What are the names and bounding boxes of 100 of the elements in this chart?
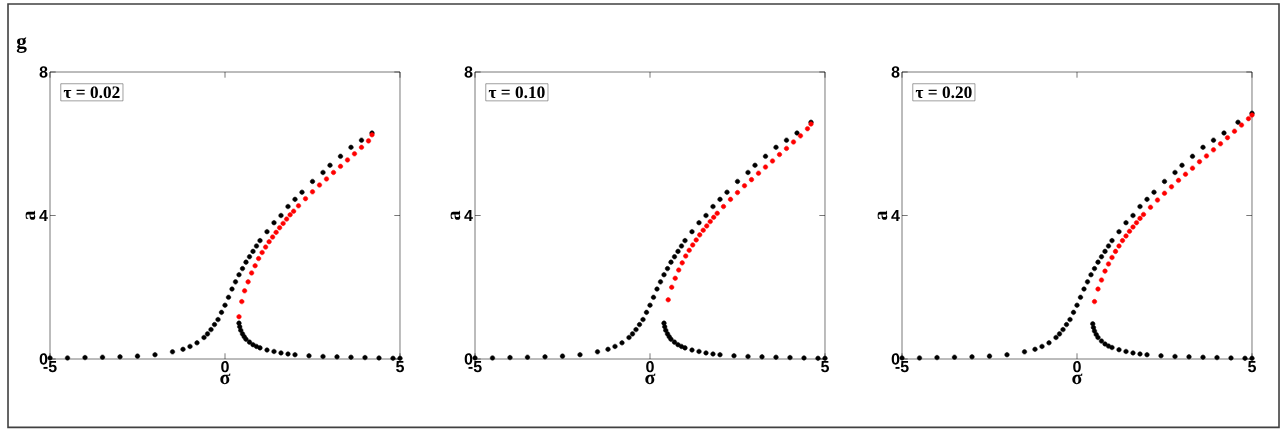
point [1105,261,1112,267]
point [271,348,277,354]
point [1063,322,1070,328]
point [822,355,828,361]
point [309,189,316,195]
point [1137,204,1143,210]
point [225,294,232,300]
point [710,351,716,357]
y-axis-title: a [450,210,461,220]
point [1221,130,1227,136]
point [776,151,783,158]
point [619,340,625,346]
point [348,354,354,360]
point [1060,327,1066,333]
point [250,342,256,348]
point [1126,228,1133,234]
point [1088,272,1094,278]
y-tick-label: 8 [39,66,48,78]
point [1196,159,1203,165]
point [657,279,664,285]
x-tick-label: 5 [821,361,829,373]
point [309,178,316,184]
annotation: τ = 0.20 [915,86,972,99]
y-tick-label: 4 [464,210,473,222]
point [229,286,235,292]
point [762,153,769,159]
point [1039,343,1045,349]
point [1228,355,1234,361]
y-tick-label: 8 [464,66,473,78]
point [679,260,685,266]
point [727,196,734,202]
point [707,219,713,225]
point [285,204,291,210]
point [284,216,290,222]
point [1091,299,1098,305]
point [678,243,685,249]
point [650,294,657,300]
point [344,157,351,163]
point [201,334,207,341]
point [1102,268,1108,274]
point [689,229,695,235]
point [1172,169,1178,175]
point [815,355,821,361]
point [1179,162,1185,168]
point [277,225,283,231]
point [696,348,702,354]
point [773,354,779,360]
x-tick-label: 0 [646,361,654,373]
point [134,353,141,359]
point [664,266,671,272]
point [787,355,793,361]
point [741,183,748,189]
point [1116,243,1122,249]
point [250,248,256,254]
point [358,144,365,150]
point [1095,286,1101,292]
point [299,189,305,195]
point [1137,351,1143,357]
point [266,239,272,245]
point [208,327,214,333]
point [612,343,618,349]
point [690,242,696,248]
point [671,254,678,260]
point [242,288,248,294]
annotation: τ = 0.10 [488,86,545,99]
point [1109,254,1115,261]
point [1004,352,1010,358]
point [1182,171,1189,177]
point [676,267,682,273]
x-tick-label: 0 [1073,361,1081,373]
point [215,317,221,323]
point [259,249,265,255]
point [1217,141,1224,147]
point [717,196,723,202]
point [507,355,513,361]
point [64,355,71,361]
x-tick-label: 0 [221,361,229,373]
point [734,190,741,196]
point [1091,328,1098,334]
point [801,355,807,361]
point [291,208,297,214]
point [1235,119,1241,125]
point [1021,349,1028,355]
point [1102,248,1108,254]
point [647,302,653,308]
annotation: τ = 0.02 [63,86,120,99]
point [239,266,246,272]
point [1200,354,1206,360]
point [689,347,695,353]
point [745,353,751,360]
point [697,232,703,238]
point [1123,233,1129,239]
chart-title: g [16,37,27,53]
point [264,229,270,235]
y-tick-label: 8 [891,66,900,78]
point [1224,135,1231,141]
point [337,163,344,169]
point [594,349,601,355]
point [1056,331,1063,337]
point [152,352,158,358]
